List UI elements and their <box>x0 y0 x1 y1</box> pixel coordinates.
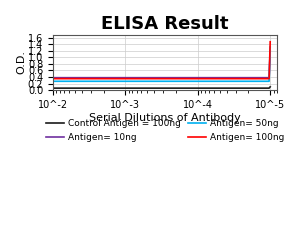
Antigen= 100ng <box>51 77 55 80</box>
Line: Antigen= 50ng: Antigen= 50ng <box>53 47 270 81</box>
Antigen= 10ng <box>60 76 63 79</box>
Line: Antigen= 100ng: Antigen= 100ng <box>53 42 270 79</box>
Antigen= 10ng <box>257 76 261 79</box>
Antigen= 100ng <box>92 77 95 80</box>
Antigen= 50ng <box>257 80 261 83</box>
Antigen= 10ng <box>51 76 55 79</box>
Control Antigen = 100ng <box>268 85 272 88</box>
Antigen= 100ng <box>109 77 112 80</box>
Antigen= 50ng <box>92 80 95 83</box>
Antigen= 100ng <box>257 77 261 80</box>
Antigen= 50ng <box>64 80 68 83</box>
Title: ELISA Result: ELISA Result <box>101 15 229 33</box>
Antigen= 10ng <box>64 76 68 79</box>
Antigen= 100ng <box>64 77 68 80</box>
X-axis label: Serial Dilutions of Antibody: Serial Dilutions of Antibody <box>89 112 241 122</box>
Control Antigen = 100ng <box>250 87 253 90</box>
Control Antigen = 100ng <box>64 87 68 90</box>
Antigen= 10ng <box>92 76 95 79</box>
Control Antigen = 100ng <box>92 87 95 90</box>
Control Antigen = 100ng <box>60 87 63 90</box>
Control Antigen = 100ng <box>109 87 112 90</box>
Antigen= 100ng <box>268 40 272 43</box>
Antigen= 100ng <box>60 77 63 80</box>
Antigen= 50ng <box>109 80 112 83</box>
Antigen= 100ng <box>250 77 253 80</box>
Antigen= 50ng <box>268 46 272 48</box>
Antigen= 10ng <box>109 76 112 79</box>
Control Antigen = 100ng <box>51 87 55 90</box>
Antigen= 50ng <box>250 80 253 83</box>
Legend: Control Antigen = 100ng, Antigen= 10ng, Antigen= 50ng, Antigen= 100ng: Control Antigen = 100ng, Antigen= 10ng, … <box>43 116 288 146</box>
Antigen= 50ng <box>51 80 55 83</box>
Y-axis label: O.D.: O.D. <box>16 50 26 74</box>
Control Antigen = 100ng <box>257 87 261 90</box>
Antigen= 10ng <box>268 50 272 52</box>
Antigen= 50ng <box>60 80 63 83</box>
Line: Antigen= 10ng: Antigen= 10ng <box>53 51 270 78</box>
Line: Control Antigen = 100ng: Control Antigen = 100ng <box>53 87 270 88</box>
Antigen= 10ng <box>250 76 253 79</box>
